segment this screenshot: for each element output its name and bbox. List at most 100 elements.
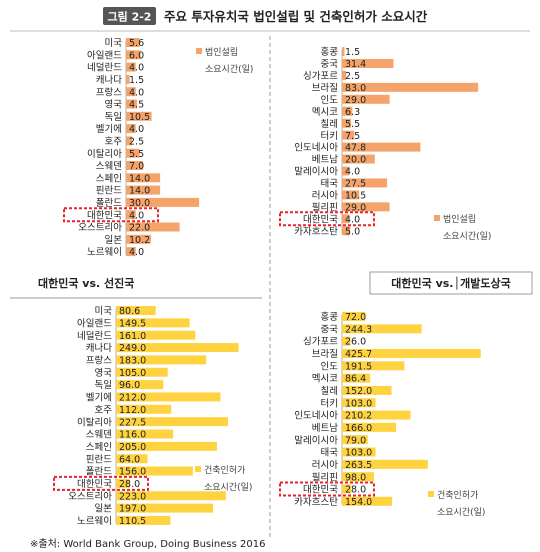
bar bbox=[342, 82, 479, 92]
bar bbox=[126, 136, 133, 146]
bar bbox=[116, 392, 221, 402]
data-label: 156.0 bbox=[119, 467, 146, 478]
bar bbox=[342, 94, 390, 104]
data-label: 249.0 bbox=[119, 343, 146, 354]
bar bbox=[126, 222, 180, 232]
data-label: 5.5 bbox=[129, 149, 144, 160]
data-label: 20.0 bbox=[345, 155, 366, 166]
category-label: 독일 bbox=[105, 112, 122, 123]
data-label: 227.5 bbox=[119, 417, 146, 428]
data-label: 4.0 bbox=[345, 214, 360, 225]
category-label: 프랑스 bbox=[96, 86, 122, 98]
category-label: 이탈리아 bbox=[87, 148, 122, 160]
category-label: 스웨덴 bbox=[96, 160, 122, 172]
category-label: 캐나다 bbox=[86, 343, 112, 354]
bar bbox=[342, 484, 352, 494]
category-label: 핀란드 bbox=[86, 453, 112, 465]
category-label: 홍콩 bbox=[321, 311, 339, 323]
data-label: 28.0 bbox=[345, 485, 366, 496]
bar bbox=[342, 324, 422, 334]
category-label: 멕시코 bbox=[312, 107, 338, 118]
data-label: 183.0 bbox=[119, 356, 146, 367]
category-label: 태국 bbox=[321, 448, 339, 459]
data-label: 26.0 bbox=[345, 337, 366, 348]
data-label: 210.2 bbox=[345, 411, 372, 422]
category-label: 일본 bbox=[105, 235, 123, 246]
data-label: 31.4 bbox=[345, 59, 366, 70]
data-label: 110.5 bbox=[119, 516, 146, 527]
section-title-box-developing bbox=[369, 271, 533, 295]
category-label: 폴란드 bbox=[86, 466, 112, 478]
bar bbox=[116, 404, 172, 414]
category-label: 영국 bbox=[105, 100, 123, 111]
legend-swatch bbox=[428, 491, 434, 497]
category-label: 카자흐스탄 bbox=[294, 497, 338, 508]
category-label: 대한민국 bbox=[77, 479, 112, 490]
legend-unit: 소요시간(일) bbox=[204, 482, 252, 493]
bar bbox=[342, 361, 405, 371]
data-label: 22.0 bbox=[129, 223, 150, 234]
data-label: 154.0 bbox=[345, 497, 372, 508]
bar bbox=[342, 336, 351, 346]
category-label: 아일랜드 bbox=[77, 318, 112, 329]
figure-title: 주요 투자유치국 법인설립 및 건축인허가 소요시간 bbox=[164, 9, 428, 24]
category-label: 베트남 bbox=[312, 423, 338, 434]
data-label: 96.0 bbox=[119, 380, 140, 391]
bar bbox=[342, 435, 368, 445]
bar bbox=[342, 348, 481, 358]
legend-label: 법인설립 bbox=[205, 47, 238, 58]
bar bbox=[116, 454, 148, 464]
bar bbox=[342, 226, 351, 236]
data-label: 152.0 bbox=[345, 386, 372, 397]
bar bbox=[342, 214, 349, 224]
bar bbox=[116, 466, 193, 476]
category-label: 일본 bbox=[95, 504, 113, 515]
data-label: 98.0 bbox=[345, 472, 366, 483]
category-label: 태국 bbox=[321, 179, 339, 190]
bar bbox=[342, 190, 360, 200]
bar bbox=[126, 111, 152, 121]
data-label: 4.0 bbox=[129, 63, 144, 74]
data-label: 197.0 bbox=[119, 504, 146, 515]
category-label: 베트남 bbox=[312, 155, 338, 166]
legend-label: 법인설립 bbox=[443, 214, 476, 225]
bar bbox=[342, 58, 394, 68]
bar bbox=[116, 441, 217, 451]
category-label: 인도 bbox=[321, 361, 339, 372]
bar bbox=[342, 373, 371, 383]
bar bbox=[342, 106, 353, 116]
bar bbox=[342, 130, 355, 140]
bar bbox=[116, 478, 130, 488]
category-label: 오스트리아 bbox=[78, 223, 122, 234]
bar bbox=[116, 355, 207, 365]
data-label: 7.5 bbox=[345, 131, 360, 142]
data-label: 4.0 bbox=[129, 124, 144, 135]
bar bbox=[126, 74, 130, 84]
data-label: 80.6 bbox=[119, 306, 140, 317]
data-label: 1.5 bbox=[345, 47, 360, 58]
category-label: 대한민국 bbox=[303, 485, 338, 496]
bar bbox=[126, 234, 151, 244]
category-label: 필리핀 bbox=[312, 201, 338, 213]
chart-developing-establishment: 홍콩 1.5 중국 31.4 싱가포르 2.5 브라질 83.0 인도 29.0 멕시코 6.3 칠레 5… bbox=[279, 46, 491, 242]
data-label: 30.0 bbox=[129, 198, 150, 209]
bar bbox=[126, 99, 137, 109]
category-label: 스페인 bbox=[96, 173, 122, 184]
category-label: 멕시코 bbox=[312, 374, 338, 385]
category-label: 브라질 bbox=[312, 348, 338, 360]
legend-swatch bbox=[434, 215, 440, 221]
category-label: 러시아 bbox=[312, 191, 338, 202]
category-label: 인도네시아 bbox=[294, 411, 338, 422]
bar bbox=[126, 50, 141, 60]
bar bbox=[126, 124, 136, 134]
bar bbox=[126, 148, 140, 158]
category-label: 아일랜드 bbox=[87, 50, 122, 61]
category-label: 말레이시아 bbox=[294, 434, 338, 446]
category-label: 브라질 bbox=[312, 82, 338, 94]
category-label: 인도 bbox=[321, 95, 339, 106]
bar bbox=[342, 178, 388, 188]
category-label: 러시아 bbox=[312, 460, 338, 471]
data-label: 28.0 bbox=[119, 479, 140, 490]
category-label: 카자흐스탄 bbox=[294, 226, 338, 237]
data-label: 14.0 bbox=[129, 186, 150, 197]
